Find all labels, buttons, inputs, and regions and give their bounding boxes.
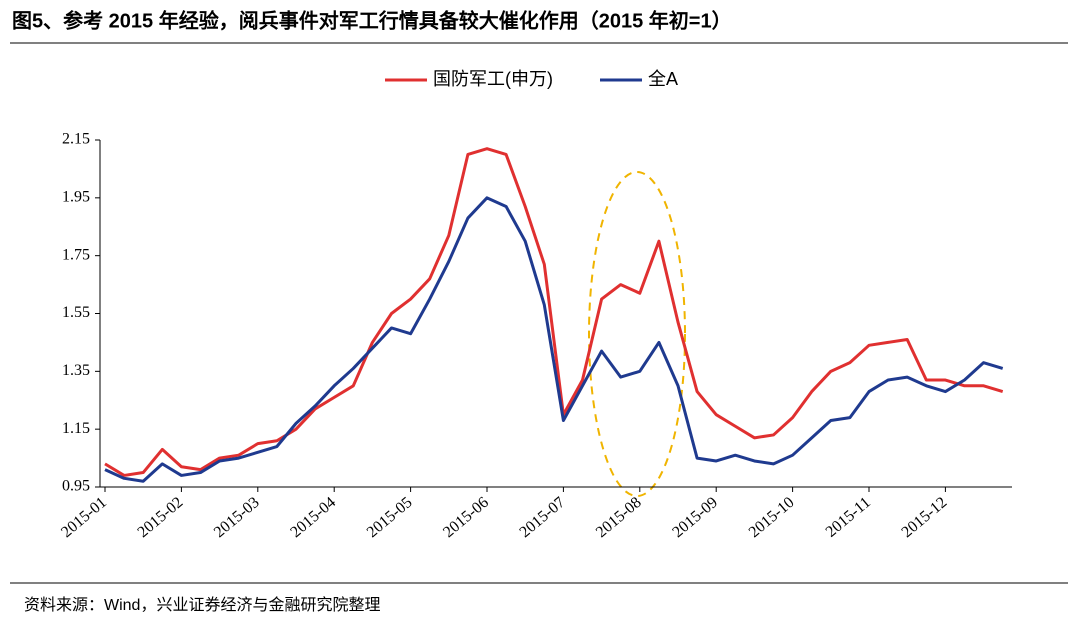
x-tick-label: 2015-05	[364, 494, 416, 541]
x-tick-label: 2015-11	[823, 494, 874, 541]
highlight-ellipse	[588, 171, 686, 497]
y-tick-label: 0.95	[62, 478, 90, 495]
legend-label: 全A	[648, 69, 678, 89]
series-line	[104, 196, 1004, 483]
x-tick-label: 2015-06	[440, 494, 492, 541]
x-tick-label: 2015-01	[58, 494, 110, 541]
x-tick-label: 2015-10	[746, 494, 798, 541]
y-tick-label: 1.75	[62, 246, 90, 263]
x-tick-label: 2015-03	[211, 494, 263, 541]
series-line	[104, 147, 1004, 477]
x-tick-label: 2015-08	[593, 494, 645, 541]
y-tick-label: 1.15	[62, 420, 90, 437]
x-tick-label: 2015-02	[135, 494, 187, 541]
x-tick-label: 2015-12	[899, 494, 951, 541]
legend-label: 国防军工(申万)	[433, 69, 553, 89]
y-tick-label: 1.95	[62, 189, 90, 206]
source: 资料来源：Wind，兴业证券经济与金融研究院整理	[24, 596, 380, 614]
x-tick-label: 2015-09	[669, 494, 721, 541]
x-tick-label: 2015-07	[517, 494, 569, 541]
y-tick-label: 1.55	[62, 304, 90, 321]
x-tick-label: 2015-04	[287, 494, 339, 541]
chart-title: 图5、参考 2015 年经验，阅兵事件对军工行情具备较大催化作用（2015 年初…	[12, 8, 732, 32]
y-tick-label: 2.15	[62, 131, 90, 148]
y-tick-label: 1.35	[62, 362, 90, 379]
